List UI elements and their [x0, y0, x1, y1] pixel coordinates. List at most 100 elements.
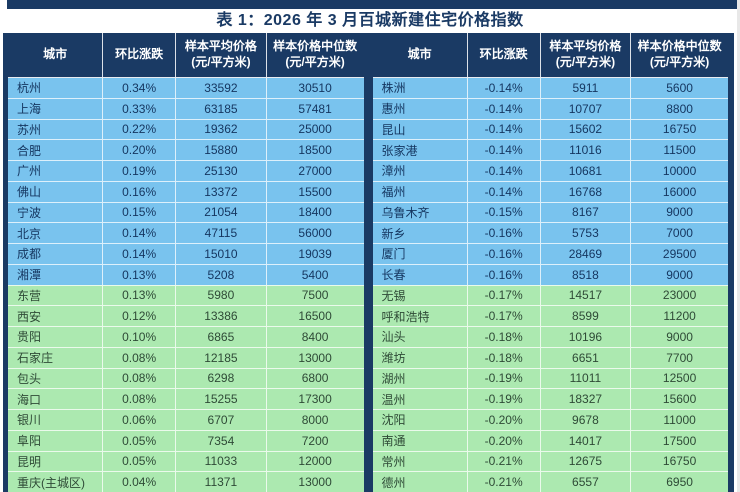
table-row: 昆明 0.05% 11033 12000	[8, 450, 364, 472]
table-row: 株洲 -0.14% 5911 5600	[372, 78, 728, 98]
city-cell: 东营	[17, 288, 42, 303]
table-row: 无锡 -0.17% 14517 23000	[372, 284, 728, 306]
city-cell: 福州	[381, 185, 406, 200]
table-row: 呼和浩特 -0.17% 8599 11200	[372, 305, 728, 326]
city-cell: 宁波	[17, 205, 42, 220]
mom-change-cell: -0.21%	[466, 472, 540, 492]
avg-price-cell: 15010	[175, 244, 266, 264]
mom-change-cell: 0.14%	[102, 244, 175, 264]
table-row: 成都 0.14% 15010 19039	[8, 243, 364, 264]
median-price-cell: 9000	[630, 327, 728, 347]
city-cell: 乌鲁木齐	[381, 205, 430, 220]
city-cell: 合肥	[17, 143, 42, 158]
col-header-median-label: 样本价格中位数	[637, 39, 722, 54]
median-price-cell: 16000	[630, 181, 728, 202]
table-row: 苏州 0.22% 19362 25000	[8, 118, 364, 140]
city-cell: 石家庄	[17, 351, 54, 366]
city-cell: 上海	[17, 102, 42, 117]
table-row: 温州 -0.19% 18327 15600	[372, 388, 728, 409]
mom-change-cell: 0.12%	[102, 306, 175, 326]
table-row: 汕头 -0.18% 10196 9000	[372, 326, 728, 347]
median-price-cell: 18500	[265, 140, 364, 160]
median-price-cell: 23000	[630, 285, 728, 306]
median-price-cell: 25000	[265, 119, 364, 140]
mom-change-cell: -0.16%	[466, 223, 540, 243]
table-row: 乌鲁木齐 -0.15% 8167 9000	[372, 201, 728, 223]
city-cell: 张家港	[381, 143, 418, 158]
median-price-cell: 7000	[630, 223, 728, 243]
mom-change-cell: -0.15%	[466, 202, 540, 223]
avg-price-cell: 11016	[539, 140, 631, 160]
median-price-cell: 16750	[630, 119, 728, 140]
avg-price-cell: 5911	[539, 78, 631, 98]
avg-price-cell: 47115	[175, 223, 266, 243]
table-row: 广州 0.19% 25130 27000	[8, 160, 364, 181]
avg-price-cell: 8167	[539, 202, 631, 223]
median-price-cell: 13000	[265, 347, 364, 368]
table-row: 包头 0.08% 6298 6800	[8, 367, 364, 389]
avg-price-cell: 12675	[539, 451, 631, 472]
avg-price-cell: 9678	[539, 410, 631, 430]
median-price-cell: 18400	[265, 202, 364, 223]
median-price-cell: 15600	[630, 389, 728, 409]
city-cell: 海口	[17, 392, 42, 407]
col-header-avg-unit: (元/平方米)	[555, 55, 616, 69]
median-price-cell: 13000	[265, 472, 364, 492]
avg-price-cell: 13372	[175, 181, 266, 202]
avg-price-cell: 25130	[175, 161, 266, 181]
median-price-cell: 27000	[265, 161, 364, 181]
city-cell: 昆山	[381, 122, 406, 137]
avg-price-cell: 15880	[175, 140, 266, 160]
col-header-city: 城市	[8, 33, 102, 77]
avg-price-cell: 10681	[539, 161, 631, 181]
city-cell: 德州	[381, 475, 406, 490]
city-cell: 贵阳	[17, 330, 42, 345]
mom-change-cell: 0.34%	[102, 78, 175, 98]
city-cell: 长春	[381, 268, 406, 283]
city-cell: 昆明	[17, 454, 42, 469]
median-price-cell: 5400	[265, 264, 364, 285]
median-price-cell: 8800	[630, 98, 728, 119]
mom-change-cell: 0.16%	[102, 181, 175, 202]
avg-price-cell: 11011	[539, 368, 631, 389]
mom-change-cell: 0.06%	[102, 410, 175, 430]
mom-change-cell: -0.18%	[466, 347, 540, 368]
avg-price-cell: 8599	[539, 306, 631, 326]
col-header-mom-label: 环比涨跌	[479, 47, 528, 62]
mom-change-cell: -0.19%	[466, 368, 540, 389]
table-row: 石家庄 0.08% 12185 13000	[8, 346, 364, 368]
median-price-cell: 57481	[265, 98, 364, 119]
median-price-cell: 19039	[265, 244, 364, 264]
mom-change-cell: -0.14%	[466, 140, 540, 160]
mom-change-cell: 0.20%	[102, 140, 175, 160]
city-cell: 惠州	[381, 102, 406, 117]
median-price-cell: 12500	[630, 368, 728, 389]
avg-price-cell: 15602	[539, 119, 631, 140]
avg-price-cell: 16768	[539, 181, 631, 202]
median-price-cell: 11500	[630, 140, 728, 160]
col-header-avg-label: 样本平均价格	[184, 39, 257, 54]
col-header-median-unit: (元/平方米)	[649, 55, 710, 69]
city-cell: 无锡	[381, 288, 406, 303]
median-price-cell: 30510	[265, 78, 364, 98]
avg-price-cell: 33592	[175, 78, 266, 98]
city-cell: 漳州	[381, 164, 406, 179]
avg-price-cell: 5208	[175, 264, 266, 285]
mom-change-cell: 0.13%	[102, 285, 175, 306]
median-price-cell: 56000	[265, 223, 364, 243]
table-row: 西安 0.12% 13386 16500	[8, 305, 364, 326]
city-cell: 厦门	[381, 247, 406, 262]
mom-change-cell: 0.04%	[102, 472, 175, 492]
table-row: 厦门 -0.16% 28469 29500	[372, 243, 728, 264]
col-header-avg-price: 样本平均价格 (元/平方米)	[539, 33, 631, 77]
avg-price-cell: 6707	[175, 410, 266, 430]
city-cell: 沈阳	[381, 413, 406, 428]
mom-change-cell: -0.20%	[466, 430, 540, 451]
median-price-cell: 16500	[265, 306, 364, 326]
avg-price-cell: 10196	[539, 327, 631, 347]
city-cell: 西安	[17, 309, 42, 324]
mom-change-cell: -0.16%	[466, 264, 540, 285]
avg-price-cell: 63185	[175, 98, 266, 119]
table-row: 银川 0.06% 6707 8000	[8, 409, 364, 430]
table-row: 漳州 -0.14% 10681 10000	[372, 160, 728, 181]
